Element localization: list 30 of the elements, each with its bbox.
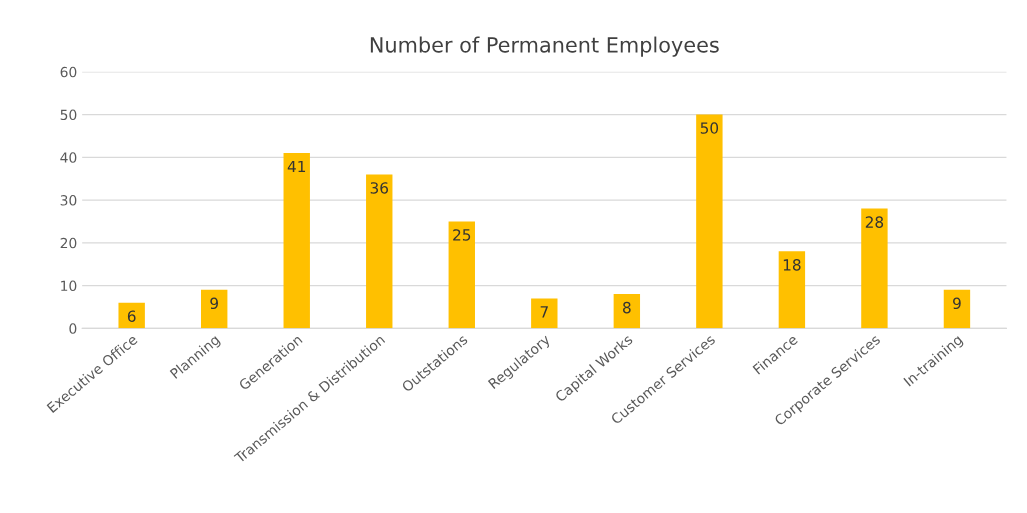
data-label: 18 — [783, 259, 801, 271]
data-label: 50 — [700, 122, 719, 134]
bar — [613, 294, 641, 329]
data-label: 8 — [623, 301, 631, 314]
y-tick-label: 20 — [60, 237, 77, 249]
bar — [118, 302, 145, 329]
y-tick-label: 30 — [60, 195, 77, 206]
data-label: 28 — [865, 216, 884, 228]
y-tick-label: 40 — [60, 152, 77, 163]
data-label: 7 — [540, 306, 548, 318]
data-label: 41 — [287, 160, 306, 173]
data-label: 6 — [127, 310, 136, 322]
chart-title: Number of Permanent Employees — [370, 36, 719, 57]
bar — [943, 289, 971, 329]
bar — [861, 208, 888, 329]
bar — [283, 153, 310, 329]
bar — [778, 251, 806, 329]
bar — [366, 174, 393, 329]
data-label: 25 — [453, 229, 471, 241]
y-tick-label: 50 — [60, 109, 77, 121]
data-label: 9 — [953, 297, 961, 310]
bar — [696, 114, 723, 329]
bar — [201, 289, 228, 329]
data-label: 36 — [370, 182, 389, 194]
bar — [448, 221, 475, 329]
data-label: 9 — [210, 297, 218, 310]
bar — [531, 298, 558, 329]
y-tick-label: 10 — [61, 280, 77, 292]
y-tick-label: 0 — [69, 323, 77, 334]
y-tick-label: 60 — [60, 66, 77, 78]
